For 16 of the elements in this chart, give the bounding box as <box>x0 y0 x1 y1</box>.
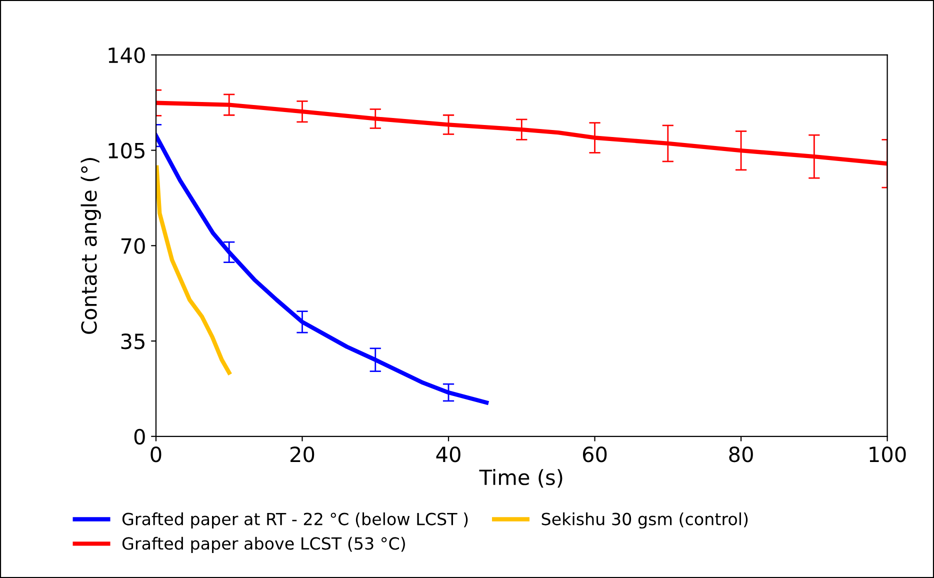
y-tick-label: 0 <box>134 428 145 445</box>
x-tick-label: 100 <box>870 446 906 462</box>
legend-label: Grafted paper above LCST (53 °C) <box>122 536 405 554</box>
y-axis-title: Contact angle (°) <box>80 158 101 334</box>
x-tick-label: 0 <box>150 446 162 462</box>
x-tick-label: 40 <box>436 446 460 462</box>
legend-label: Sekishu 30 gsm (control) <box>542 512 748 529</box>
x-tick-label: 60 <box>582 446 607 462</box>
x-tick-label: 20 <box>290 446 314 462</box>
legend-label: Grafted paper at RT - 22 °C (below LCST ) <box>122 512 468 529</box>
y-tick-label: 105 <box>108 142 144 158</box>
x-tick-label: 80 <box>729 446 753 462</box>
y-tick-label: 140 <box>108 47 145 64</box>
y-tick-label: 35 <box>121 333 144 350</box>
y-tick-label: 70 <box>121 238 145 254</box>
x-axis-title: Time (s) <box>479 469 562 488</box>
